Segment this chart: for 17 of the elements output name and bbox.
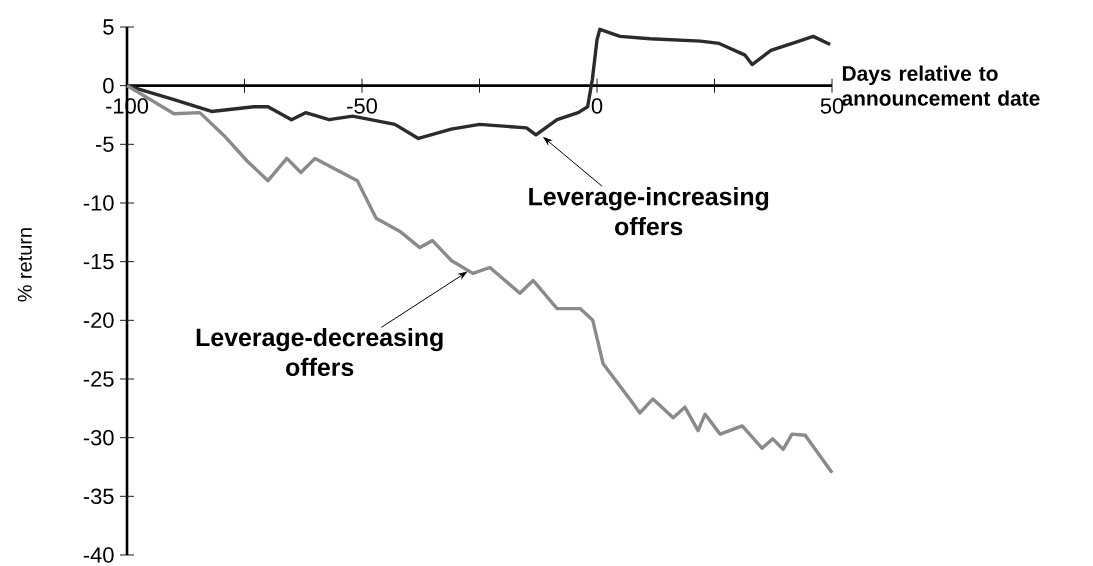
y-tick-label: -5 bbox=[95, 136, 114, 152]
annotation: Leverage-increasing offers bbox=[529, 187, 769, 236]
annotation: Leverage-decreasing offers bbox=[196, 327, 443, 377]
y-tick-label: 0 bbox=[103, 77, 114, 94]
y-tick-label: -25 bbox=[83, 371, 114, 387]
x-tick-label: 50 bbox=[820, 98, 844, 114]
y-tick-label: -35 bbox=[83, 488, 114, 505]
x-axis-title: Days relative to announcement date bbox=[842, 65, 1040, 106]
y-tick-label: -10 bbox=[83, 195, 114, 211]
y-tick-label: -40 bbox=[83, 547, 114, 563]
y-tick-label: -30 bbox=[83, 429, 114, 446]
y-tick-label: -15 bbox=[83, 254, 114, 270]
x-tick-label: 0 bbox=[591, 98, 603, 114]
y-tick-label: 5 bbox=[103, 19, 114, 35]
x-tick-label: -50 bbox=[347, 98, 377, 114]
y-axis-title: % return bbox=[17, 228, 32, 302]
y-tick-label: -20 bbox=[83, 312, 114, 329]
